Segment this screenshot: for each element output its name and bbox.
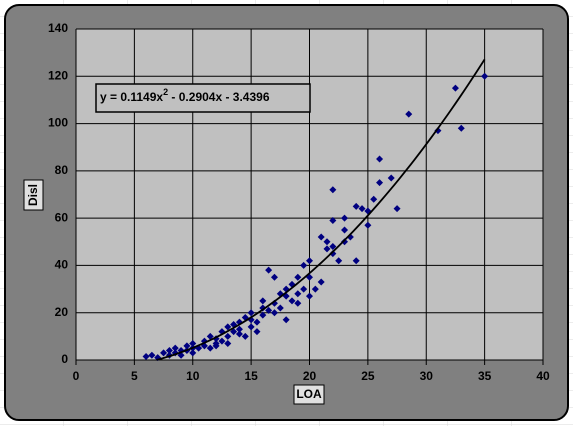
point [294,299,302,307]
point [311,285,319,293]
point [224,339,232,347]
point [235,330,243,338]
point [294,273,302,281]
y-tick-label: 60 [55,210,69,224]
x-tick-label: 20 [303,369,317,383]
x-tick-label: 15 [244,369,258,383]
point [457,124,465,132]
point [358,205,366,213]
point [259,311,267,319]
x-tick-label: 30 [420,369,434,383]
y-tick-label: 40 [55,258,69,272]
point [206,332,214,340]
point [253,318,261,326]
point [317,233,325,241]
point [247,309,255,317]
point [265,266,273,274]
y-tick-label: 0 [61,352,68,366]
point [393,205,401,213]
point [189,349,197,357]
point [341,214,349,222]
point [376,179,384,187]
point [323,245,331,253]
point [288,297,296,305]
point [364,221,372,229]
trendline-equation: y = 0.1149x2 - 0.2904x - 3.4396 [100,87,270,104]
point [352,202,360,210]
point [323,238,331,246]
point [265,306,273,314]
point [306,257,313,265]
point [329,186,337,194]
point [387,174,395,182]
y-tick-label: 80 [55,163,69,177]
point [276,304,284,312]
trendline [156,58,486,361]
equation-part: - 0.2904x - 3.4396 [168,90,270,104]
point [300,261,308,269]
marks [142,58,489,362]
y-axis-label-box [23,179,44,211]
point [165,347,173,355]
point [224,332,232,340]
point [300,285,308,293]
point [253,328,261,336]
point [282,316,290,324]
equation-box [95,83,311,113]
x-tick-label: 35 [478,369,492,383]
y-tick-label: 100 [48,116,68,130]
point [189,339,197,347]
point [329,217,337,225]
y-tick-label: 20 [55,305,69,319]
point [481,72,489,80]
point [259,297,267,305]
grid [75,28,544,365]
point [247,323,255,331]
y-axis-label: Disl [26,184,40,206]
point [341,238,349,246]
point [329,243,337,251]
point [241,332,249,340]
x-tick-label: 10 [186,369,200,383]
x-axis-label-box [293,384,325,405]
point [306,292,313,300]
y-tick-label: 140 [48,21,68,35]
point [270,309,278,317]
y-tick-label: 120 [48,68,68,82]
x-tick-label: 5 [131,369,138,383]
point [142,352,150,360]
point [376,155,384,163]
x-axis-label: LOA [296,387,322,401]
point [370,195,378,203]
equation-part: y = 0.1149x [100,90,163,104]
point [148,351,156,359]
point [160,349,168,357]
point [335,257,343,265]
point [352,257,360,265]
point [294,290,302,298]
x-tick-label: 0 [73,369,80,383]
x-tick-label: 40 [536,369,550,383]
point [405,110,413,118]
point [206,344,214,352]
point [171,344,179,352]
point [270,273,278,281]
point [341,226,349,234]
point [224,323,232,331]
point [183,342,191,350]
point [212,342,220,350]
point [218,337,226,345]
point [329,250,337,258]
point [317,278,325,286]
point [451,84,459,92]
point [235,325,243,333]
equation-exponent: 2 [163,87,168,97]
point [434,127,442,135]
x-tick-label: 25 [361,369,375,383]
